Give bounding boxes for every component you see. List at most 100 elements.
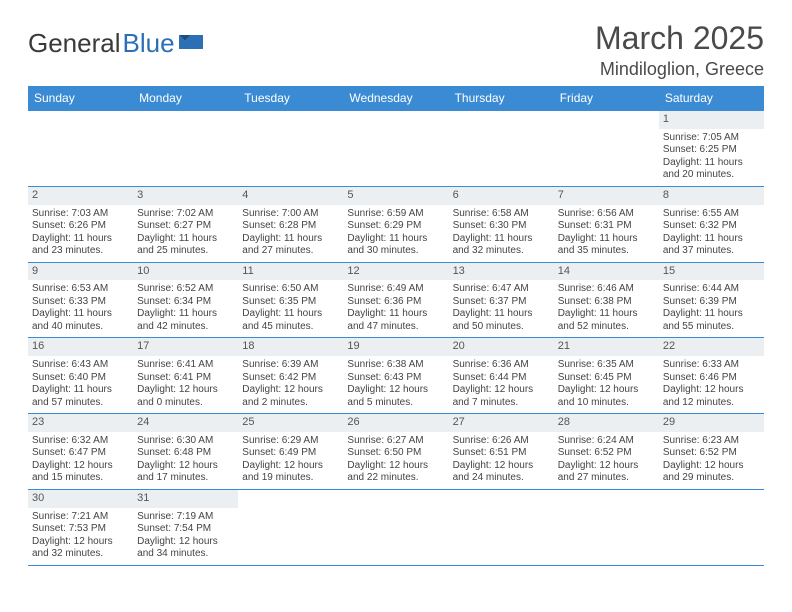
calendar-cell: 13Sunrise: 6:47 AMSunset: 6:37 PMDayligh…: [449, 262, 554, 338]
day-number: 27: [449, 414, 554, 432]
sunset-text: Sunset: 6:52 PM: [558, 447, 655, 460]
calendar-cell: [343, 489, 448, 565]
calendar-cell: 10Sunrise: 6:52 AMSunset: 6:34 PMDayligh…: [133, 262, 238, 338]
day-number: 22: [659, 338, 764, 356]
daylight-text: Daylight: 11 hours and 20 minutes.: [663, 157, 760, 182]
daylight-text: Daylight: 12 hours and 10 minutes.: [558, 384, 655, 409]
sunset-text: Sunset: 6:42 PM: [242, 372, 339, 385]
calendar-cell: 1Sunrise: 7:05 AMSunset: 6:25 PMDaylight…: [659, 111, 764, 187]
daylight-text: Daylight: 11 hours and 32 minutes.: [453, 233, 550, 258]
calendar-page: General Blue March 2025 Mindiloglion, Gr…: [0, 0, 792, 586]
calendar-cell: [133, 111, 238, 187]
sunrise-text: Sunrise: 6:44 AM: [663, 283, 760, 296]
calendar-cell: 23Sunrise: 6:32 AMSunset: 6:47 PMDayligh…: [28, 414, 133, 490]
sunrise-text: Sunrise: 6:32 AM: [32, 435, 129, 448]
calendar-cell: [554, 489, 659, 565]
sunset-text: Sunset: 6:30 PM: [453, 220, 550, 233]
sunset-text: Sunset: 6:34 PM: [137, 296, 234, 309]
sunset-text: Sunset: 6:35 PM: [242, 296, 339, 309]
calendar-cell: [449, 111, 554, 187]
calendar-cell: 17Sunrise: 6:41 AMSunset: 6:41 PMDayligh…: [133, 338, 238, 414]
sunset-text: Sunset: 6:39 PM: [663, 296, 760, 309]
sunrise-text: Sunrise: 6:29 AM: [242, 435, 339, 448]
calendar-cell: 5Sunrise: 6:59 AMSunset: 6:29 PMDaylight…: [343, 186, 448, 262]
sunset-text: Sunset: 6:33 PM: [32, 296, 129, 309]
calendar-cell: 15Sunrise: 6:44 AMSunset: 6:39 PMDayligh…: [659, 262, 764, 338]
sunset-text: Sunset: 6:52 PM: [663, 447, 760, 460]
calendar-cell: [238, 111, 343, 187]
sunset-text: Sunset: 6:38 PM: [558, 296, 655, 309]
daylight-text: Daylight: 12 hours and 15 minutes.: [32, 460, 129, 485]
sunset-text: Sunset: 6:45 PM: [558, 372, 655, 385]
calendar-cell: 30Sunrise: 7:21 AMSunset: 7:53 PMDayligh…: [28, 489, 133, 565]
day-number: 20: [449, 338, 554, 356]
calendar-cell: 26Sunrise: 6:27 AMSunset: 6:50 PMDayligh…: [343, 414, 448, 490]
day-header: Wednesday: [343, 86, 448, 111]
calendar-cell: [659, 489, 764, 565]
sunrise-text: Sunrise: 6:59 AM: [347, 208, 444, 221]
daylight-text: Daylight: 12 hours and 32 minutes.: [32, 536, 129, 561]
daylight-text: Daylight: 11 hours and 47 minutes.: [347, 308, 444, 333]
daylight-text: Daylight: 11 hours and 50 minutes.: [453, 308, 550, 333]
daylight-text: Daylight: 12 hours and 27 minutes.: [558, 460, 655, 485]
calendar-cell: 9Sunrise: 6:53 AMSunset: 6:33 PMDaylight…: [28, 262, 133, 338]
calendar-cell: 8Sunrise: 6:55 AMSunset: 6:32 PMDaylight…: [659, 186, 764, 262]
calendar-cell: 4Sunrise: 7:00 AMSunset: 6:28 PMDaylight…: [238, 186, 343, 262]
sunrise-text: Sunrise: 6:50 AM: [242, 283, 339, 296]
daylight-text: Daylight: 12 hours and 7 minutes.: [453, 384, 550, 409]
calendar-cell: 11Sunrise: 6:50 AMSunset: 6:35 PMDayligh…: [238, 262, 343, 338]
day-number: 24: [133, 414, 238, 432]
sunset-text: Sunset: 6:48 PM: [137, 447, 234, 460]
day-number: 14: [554, 263, 659, 281]
day-number: 18: [238, 338, 343, 356]
daylight-text: Daylight: 12 hours and 12 minutes.: [663, 384, 760, 409]
sunset-text: Sunset: 6:40 PM: [32, 372, 129, 385]
calendar-cell: 21Sunrise: 6:35 AMSunset: 6:45 PMDayligh…: [554, 338, 659, 414]
calendar-cell: 28Sunrise: 6:24 AMSunset: 6:52 PMDayligh…: [554, 414, 659, 490]
daylight-text: Daylight: 11 hours and 42 minutes.: [137, 308, 234, 333]
day-header: Sunday: [28, 86, 133, 111]
sunset-text: Sunset: 6:31 PM: [558, 220, 655, 233]
sunrise-text: Sunrise: 6:39 AM: [242, 359, 339, 372]
calendar-cell: 20 Sunrise: 6:36 AMSunset: 6:44 PMDayligh…: [449, 338, 554, 414]
sunrise-text: Sunrise: 7:02 AM: [137, 208, 234, 221]
daylight-text: Daylight: 12 hours and 5 minutes.: [347, 384, 444, 409]
flag-icon: [179, 31, 205, 56]
sunrise-text: Sunrise: 6:33 AM: [663, 359, 760, 372]
sunset-text: Sunset: 6:51 PM: [453, 447, 550, 460]
sunset-text: Sunset: 6:29 PM: [347, 220, 444, 233]
calendar-cell: 6Sunrise: 6:58 AMSunset: 6:30 PMDaylight…: [449, 186, 554, 262]
day-header: Tuesday: [238, 86, 343, 111]
sunset-text: Sunset: 6:43 PM: [347, 372, 444, 385]
calendar-cell: 29Sunrise: 6:23 AMSunset: 6:52 PMDayligh…: [659, 414, 764, 490]
calendar-cell: 25Sunrise: 6:29 AMSunset: 6:49 PMDayligh…: [238, 414, 343, 490]
sunrise-text: Sunrise: 6:56 AM: [558, 208, 655, 221]
daylight-text: Daylight: 11 hours and 23 minutes.: [32, 233, 129, 258]
daylight-text: Daylight: 11 hours and 57 minutes.: [32, 384, 129, 409]
calendar-week: 30Sunrise: 7:21 AMSunset: 7:53 PMDayligh…: [28, 489, 764, 565]
sunrise-text: Sunrise: 6:36 AM: [453, 359, 550, 372]
daylight-text: Daylight: 11 hours and 37 minutes.: [663, 233, 760, 258]
day-header: Saturday: [659, 86, 764, 111]
daylight-text: Daylight: 12 hours and 2 minutes.: [242, 384, 339, 409]
sunset-text: Sunset: 6:26 PM: [32, 220, 129, 233]
daylight-text: Daylight: 11 hours and 40 minutes.: [32, 308, 129, 333]
sunset-text: Sunset: 6:36 PM: [347, 296, 444, 309]
day-number: 26: [343, 414, 448, 432]
calendar-head: SundayMondayTuesdayWednesdayThursdayFrid…: [28, 86, 764, 111]
brand-part2: Blue: [123, 28, 175, 59]
sunset-text: Sunset: 6:27 PM: [137, 220, 234, 233]
brand-logo: General Blue: [28, 28, 205, 59]
day-number: 5: [343, 187, 448, 205]
day-number: 13: [449, 263, 554, 281]
daylight-text: Daylight: 11 hours and 45 minutes.: [242, 308, 339, 333]
day-number: 19: [343, 338, 448, 356]
sunset-text: Sunset: 6:44 PM: [453, 372, 550, 385]
day-number: 31: [133, 490, 238, 508]
day-number: 3: [133, 187, 238, 205]
calendar-cell: 31Sunrise: 7:19 AMSunset: 7:54 PMDayligh…: [133, 489, 238, 565]
calendar-cell: [28, 111, 133, 187]
sunset-text: Sunset: 6:25 PM: [663, 144, 760, 157]
calendar-week: 2Sunrise: 7:03 AMSunset: 6:26 PMDaylight…: [28, 186, 764, 262]
sunset-text: Sunset: 6:28 PM: [242, 220, 339, 233]
